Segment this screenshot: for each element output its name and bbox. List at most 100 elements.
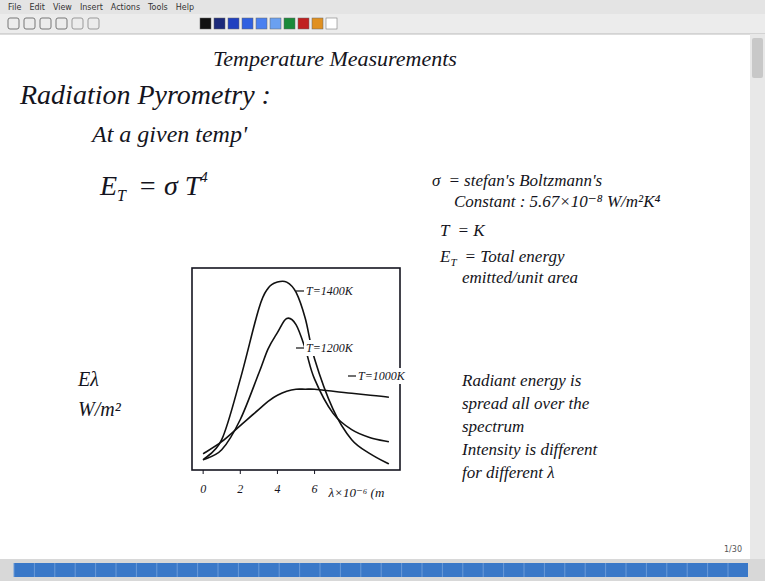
definition-symbol: T: [440, 221, 451, 240]
page-divider: [320, 563, 321, 577]
x-tick-label: 6: [312, 482, 318, 496]
equation-part: E: [99, 170, 117, 201]
page-divider: [75, 563, 76, 577]
page-divider: [626, 563, 627, 577]
x-axis-title: λ×10⁻⁶ (m: [328, 485, 385, 500]
page-divider: [34, 563, 35, 577]
scroll-thumb[interactable]: [752, 38, 763, 78]
remark: for different λ: [462, 463, 555, 482]
page-divider: [381, 563, 382, 577]
page: File Edit View Insert Actions Tools Help 1/30 Te…: [0, 0, 765, 581]
page-divider: [95, 563, 96, 577]
remark: Radiant energy is: [461, 371, 582, 390]
page-divider: [299, 563, 300, 577]
definition-text: = Total energy: [465, 247, 565, 266]
page-divider: [54, 563, 55, 577]
page-divider: [646, 563, 647, 577]
y-axis-title: Eλ W/m²: [77, 368, 122, 420]
x-tick: [277, 470, 278, 474]
definition-text: Constant : 5.67×10⁻⁸ W/m²K⁴: [454, 192, 661, 211]
equation-part: T: [117, 187, 127, 204]
tool-icon[interactable]: [56, 18, 67, 29]
definition-symbol: E: [439, 247, 451, 266]
curve: [203, 389, 389, 454]
toolbar: [0, 14, 765, 34]
tool-icon[interactable]: [40, 18, 51, 29]
page-number: 1/30: [724, 545, 742, 554]
tool-icon[interactable]: [24, 18, 35, 29]
page-divider: [258, 563, 259, 577]
x-tick-label: 4: [274, 482, 280, 496]
page-divider: [177, 563, 178, 577]
page-divider: [564, 563, 565, 577]
color-swatch[interactable]: [228, 18, 239, 29]
heading: Radiation Pyrometry :: [19, 79, 271, 110]
color-swatch[interactable]: [298, 18, 309, 29]
label-patch: [304, 283, 356, 299]
color-swatch[interactable]: [284, 18, 295, 29]
menu-item[interactable]: Help: [176, 3, 194, 12]
label-leader: [348, 375, 356, 376]
y-axis-title-line: W/m²: [78, 398, 122, 420]
menu-item[interactable]: Tools: [147, 3, 168, 12]
definition: σ = stefan's Boltzmann's: [432, 171, 603, 190]
color-swatch[interactable]: [200, 18, 211, 29]
curve-label: T=1200K: [306, 341, 354, 355]
color-swatch[interactable]: [326, 18, 337, 29]
menu-item[interactable]: Edit: [29, 3, 45, 12]
page-divider: [360, 563, 361, 577]
page-divider: [422, 563, 423, 577]
tool-icon[interactable]: [72, 18, 83, 29]
page-divider: [503, 563, 504, 577]
color-swatch[interactable]: [270, 18, 281, 29]
definition-symbol: σ: [432, 171, 441, 190]
menu-bar: [0, 0, 765, 14]
page-divider: [197, 563, 198, 577]
page-divider: [156, 563, 157, 577]
menu-item[interactable]: File: [8, 3, 21, 12]
scrollbar: [750, 34, 765, 559]
page-divider: [585, 563, 586, 577]
definition: T = K: [440, 221, 486, 240]
page-divider: [238, 563, 239, 577]
page-divider: [707, 563, 708, 577]
page-divider: [218, 563, 219, 577]
page-divider: [14, 563, 15, 577]
page-divider: [442, 563, 443, 577]
page-divider: [687, 563, 688, 577]
page-divider: [524, 563, 525, 577]
menu-item[interactable]: View: [53, 3, 72, 12]
x-tick: [203, 470, 204, 474]
color-swatch[interactable]: [312, 18, 323, 29]
x-tick-label: 2: [237, 482, 243, 496]
page-divider: [605, 563, 606, 577]
menu-item[interactable]: Actions: [111, 3, 140, 12]
title: Temperature Measurements: [213, 46, 457, 71]
remark: spread all over the: [462, 394, 590, 413]
page-divider: [462, 563, 463, 577]
menu-item[interactable]: Insert: [80, 3, 103, 12]
page-divider: [728, 563, 729, 577]
y-axis-title-line: Eλ: [77, 368, 99, 390]
curve-label: T=1400K: [306, 284, 354, 298]
label-leader: [296, 347, 304, 348]
definition-text: = K: [457, 221, 486, 240]
equation-part: 4: [200, 169, 208, 185]
page-strip: [0, 559, 765, 581]
page-divider: [340, 563, 341, 577]
equation-part: = σ T: [138, 170, 203, 201]
page-divider: [116, 563, 117, 577]
remark: spectrum: [462, 417, 524, 436]
tool-icon[interactable]: [88, 18, 99, 29]
x-tick: [314, 470, 315, 474]
color-swatch[interactable]: [242, 18, 253, 29]
page-divider: [279, 563, 280, 577]
definition-text: = stefan's Boltzmann's: [448, 171, 602, 190]
definition-sub: T: [450, 256, 457, 268]
color-swatch[interactable]: [256, 18, 267, 29]
color-swatch[interactable]: [214, 18, 225, 29]
label-leader: [296, 290, 304, 291]
x-tick: [240, 470, 241, 474]
equation: ET = σ T4: [99, 169, 208, 204]
tool-icon[interactable]: [8, 18, 19, 29]
